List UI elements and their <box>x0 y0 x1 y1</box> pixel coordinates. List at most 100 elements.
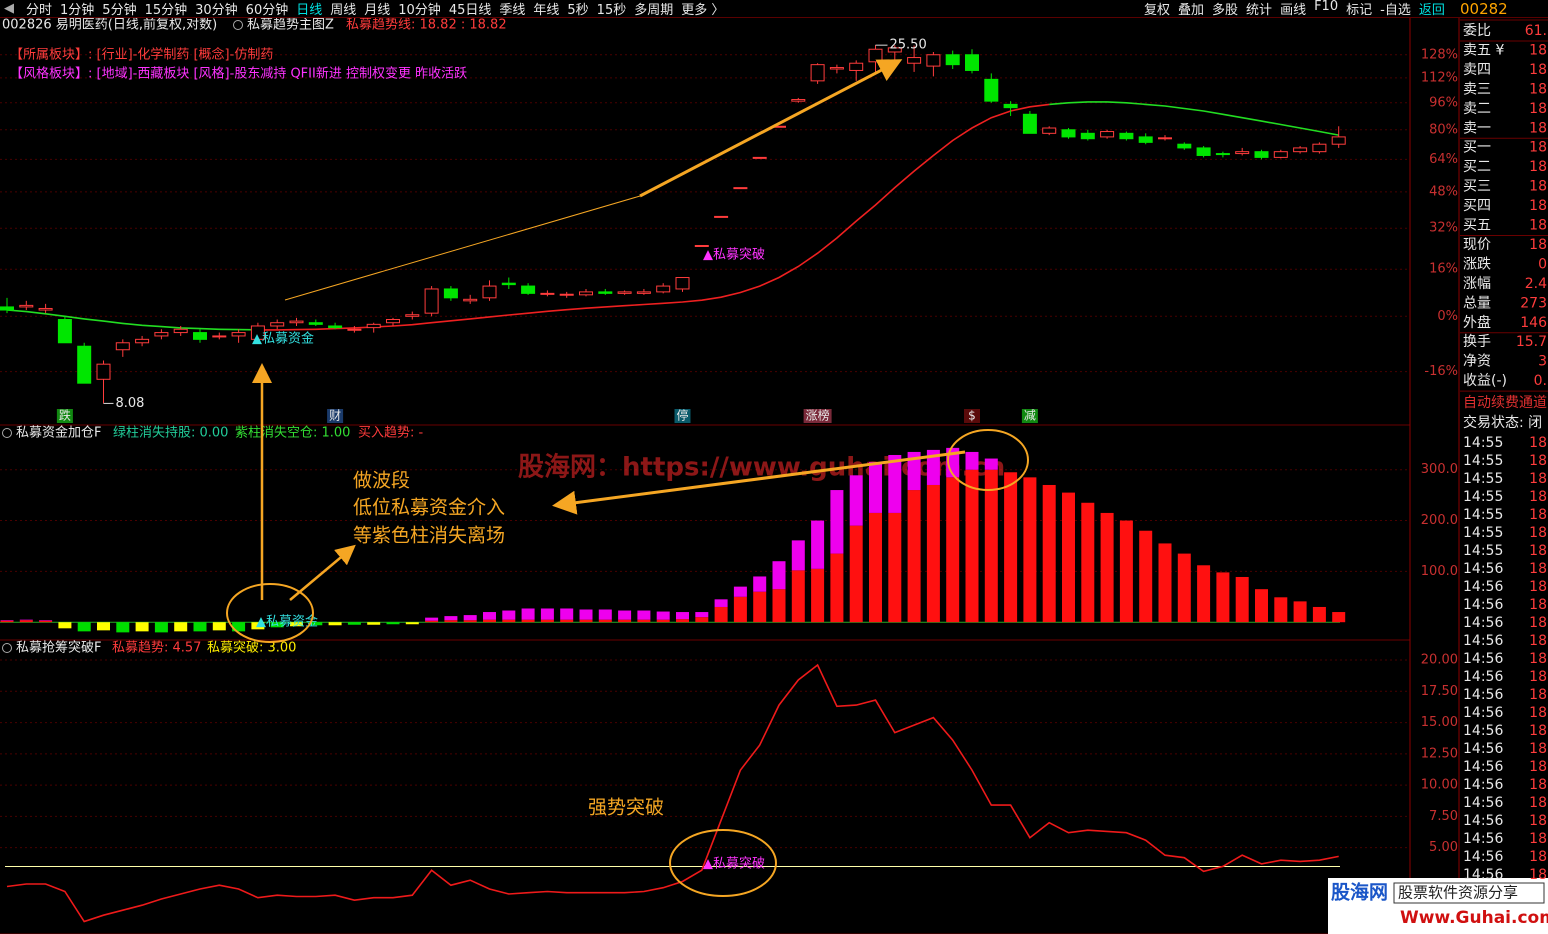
period-tabs: 分时 1分钟 5分钟 15分钟 30分钟 60分钟 日线 周线 月线 10分钟 45日线 季线 年线 5秒… <box>18 0 1144 18</box>
quote-label: 卖一 <box>1463 120 1491 136</box>
tick-time: 14:56 <box>1463 849 1503 865</box>
period-tab[interactable]: 月线 <box>364 3 391 18</box>
bar <box>926 449 940 485</box>
quote-value: 0 <box>1538 256 1547 272</box>
quote-label: 收益(-) <box>1463 373 1507 389</box>
event-label: 减 <box>1024 409 1036 423</box>
strategy-note: 低位私募资金介入 <box>353 497 505 519</box>
bar <box>1158 543 1172 623</box>
tool-button[interactable]: 叠加 <box>1178 3 1205 18</box>
quote-value: 18 <box>1529 101 1547 117</box>
price-label: 25.50 <box>890 38 927 53</box>
bar <box>270 622 284 628</box>
sector-info: 【所属板块】: [行业]-化学制药 [概念]-仿制药 <box>10 47 273 63</box>
candle-body <box>231 332 246 337</box>
tool-button[interactable]: 统计 <box>1246 3 1273 18</box>
bar <box>772 561 786 590</box>
period-tab[interactable]: 10分钟 <box>398 3 441 18</box>
candle-body <box>1312 143 1327 153</box>
logo-frame <box>1393 882 1545 904</box>
arrow <box>552 450 966 515</box>
logo-slogan: 股票软件资源分享 <box>1398 884 1518 902</box>
period-tab[interactable]: 60分钟 <box>245 3 289 18</box>
tool-button[interactable]: 复权 <box>1144 3 1171 18</box>
bar <box>695 617 709 623</box>
period-tab[interactable]: 季线 <box>499 3 526 18</box>
tool-button[interactable]: 标记 <box>1346 3 1373 18</box>
quote-value: 18 <box>1529 120 1547 136</box>
period-tab[interactable]: 15秒 <box>596 3 627 18</box>
y-tick-label: 16% <box>1429 262 1458 277</box>
tick-price: 18 <box>1529 435 1547 451</box>
arrow <box>289 544 356 601</box>
period-tab[interactable]: 周线 <box>330 3 357 18</box>
candle-body <box>328 325 343 329</box>
bar <box>772 589 786 623</box>
toolbar: ◀ 分时 1分钟 5分钟 15分钟 30分钟 60分钟 日线 周线 月线 10分钟 45日线 季线 年线… <box>0 0 1548 18</box>
candle-body <box>887 47 902 53</box>
bar <box>154 622 168 633</box>
quote-value: 2.4 <box>1525 276 1547 292</box>
bar <box>444 620 458 623</box>
tick-price: 18 <box>1529 633 1547 649</box>
candle-body <box>810 64 825 82</box>
bar <box>174 622 188 632</box>
bar <box>656 611 670 620</box>
bar <box>309 622 323 626</box>
bar <box>733 586 747 597</box>
quote-label: 卖三 <box>1463 81 1491 97</box>
scroll-left[interactable]: ◀ <box>4 1 14 16</box>
bar <box>502 610 516 620</box>
candle-body <box>57 319 72 344</box>
candle-body <box>1080 132 1095 140</box>
period-tab[interactable]: 年线 <box>533 3 560 18</box>
bar <box>39 620 53 623</box>
y-tick-label: 96% <box>1429 95 1458 110</box>
candle-body <box>1177 143 1192 149</box>
bar <box>367 622 381 625</box>
period-tab[interactable]: 更多 〉 <box>681 3 725 18</box>
period-tab[interactable]: 1分钟 <box>60 3 95 18</box>
quote-label: 买三 <box>1463 179 1491 195</box>
candle-body <box>984 78 999 102</box>
bar <box>598 619 612 623</box>
bar <box>1332 612 1346 623</box>
tool-button[interactable]: -自选 <box>1380 3 1411 18</box>
quote-value: 18 <box>1529 179 1547 195</box>
quote-label: 买四 <box>1463 198 1491 214</box>
candle-body <box>694 244 709 247</box>
y-tick-label: 32% <box>1429 221 1458 236</box>
period-tab[interactable]: 多周期 <box>634 3 674 18</box>
bar <box>849 525 863 623</box>
bar <box>811 520 825 569</box>
period-tab[interactable]: 日线 <box>296 3 323 18</box>
bar <box>714 599 728 607</box>
candle-body <box>0 306 14 311</box>
bar <box>521 619 535 623</box>
candle-body <box>289 320 304 324</box>
period-tab[interactable]: 45日线 <box>448 3 492 18</box>
tick-time: 14:55 <box>1463 435 1503 451</box>
tool-button[interactable]: F10 <box>1314 0 1339 14</box>
tool-button[interactable]: 多股 <box>1212 3 1239 18</box>
tick-time: 14:56 <box>1463 633 1503 649</box>
tool-button[interactable]: 返回 <box>1418 3 1445 18</box>
period-tab[interactable]: 15分钟 <box>144 3 188 18</box>
bar <box>386 622 400 625</box>
bar <box>135 622 149 632</box>
tool-button[interactable]: 画线 <box>1280 3 1307 18</box>
tick-price: 18 <box>1529 651 1547 667</box>
bar <box>637 619 651 623</box>
period-tab[interactable]: 5分钟 <box>102 3 137 18</box>
candle-body <box>96 363 111 380</box>
bar <box>888 512 902 623</box>
candle-body <box>424 288 439 314</box>
legend-entry: 私募趋势: 4.57 <box>112 640 201 656</box>
candle-body <box>347 328 362 331</box>
tick-price: 18 <box>1529 831 1547 847</box>
period-tab[interactable]: 30分钟 <box>195 3 238 18</box>
event-label: $ <box>968 409 976 423</box>
period-tab[interactable]: 5秒 <box>567 3 589 18</box>
candle-body <box>115 342 130 351</box>
period-tab[interactable]: 分时 <box>26 3 53 18</box>
